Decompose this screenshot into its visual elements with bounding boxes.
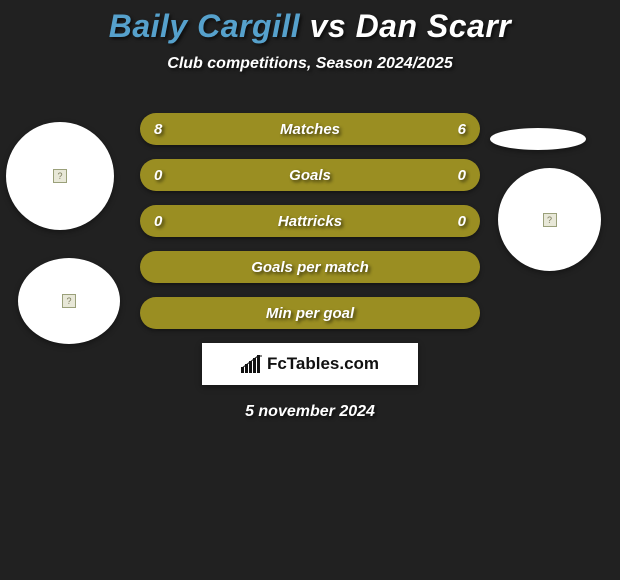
stat-right-val: 6 <box>458 121 466 138</box>
stat-left-val: 8 <box>154 121 162 138</box>
avatar-ellipse-right <box>490 128 586 150</box>
stat-label: Goals <box>289 167 331 184</box>
title-vs: vs <box>310 8 356 44</box>
stat-left-val: 0 <box>154 167 162 184</box>
stat-right-val: 0 <box>458 167 466 184</box>
avatar-circle-left-bottom <box>18 258 120 344</box>
avatar-circle-left-top <box>6 122 114 230</box>
title-player-a: Baily Cargill <box>109 8 310 44</box>
stat-left-val: 0 <box>154 213 162 230</box>
avatar-circle-right <box>498 168 601 271</box>
broken-image-icon <box>543 213 557 227</box>
subtitle: Club competitions, Season 2024/2025 <box>0 55 620 73</box>
stat-row-goals: 0 Goals 0 <box>140 159 480 191</box>
logo-box: FcTables.com <box>202 343 418 385</box>
logo-text: FcTables.com <box>267 354 379 374</box>
stat-row-gpm: Goals per match <box>140 251 480 283</box>
date-line: 5 november 2024 <box>0 403 620 421</box>
broken-image-icon <box>53 169 67 183</box>
title-block: Baily Cargill vs Dan Scarr <box>0 0 620 45</box>
title-player-b: Dan Scarr <box>356 8 512 44</box>
stat-label: Hattricks <box>278 213 342 230</box>
stat-row-hattricks: 0 Hattricks 0 <box>140 205 480 237</box>
stat-row-mpg: Min per goal <box>140 297 480 329</box>
stat-label: Goals per match <box>251 259 369 276</box>
stat-label: Matches <box>280 121 340 138</box>
broken-image-icon <box>62 294 76 308</box>
stat-right-val: 0 <box>458 213 466 230</box>
title-player-a-text: Baily Cargill <box>109 8 300 44</box>
stat-label: Min per goal <box>266 305 354 322</box>
stat-row-matches: 8 Matches 6 <box>140 113 480 145</box>
bar-chart-icon <box>241 355 263 373</box>
